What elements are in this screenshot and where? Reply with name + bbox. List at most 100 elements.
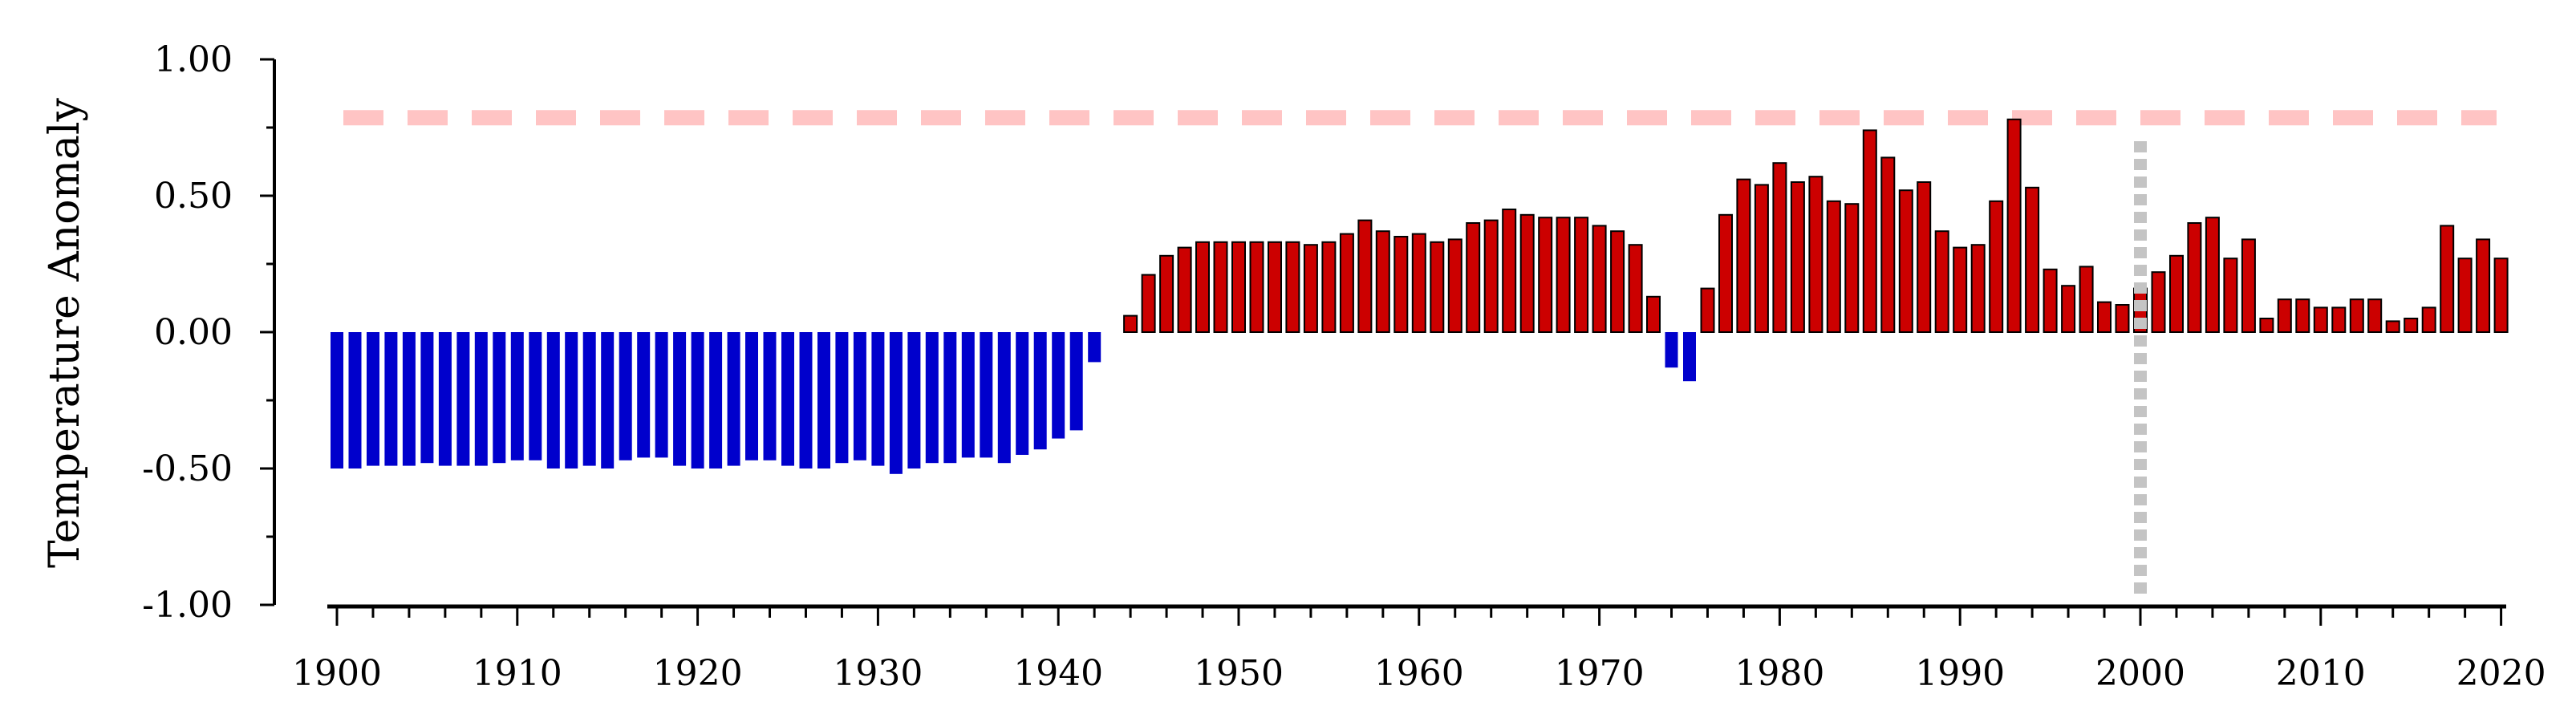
bar-1986	[1880, 156, 1896, 333]
bar-1910	[510, 332, 524, 460]
bar-1918	[655, 332, 668, 458]
bar-1953	[1285, 241, 1300, 333]
bar-1906	[438, 332, 452, 466]
bar-2020	[2493, 258, 2509, 334]
bar-1905	[420, 332, 434, 464]
bar-1981	[1790, 181, 1805, 333]
bar-1965	[1502, 209, 1517, 333]
bar-1908	[474, 332, 488, 466]
bar-1945	[1141, 274, 1156, 334]
bar-1902	[367, 332, 379, 466]
bar-1930	[871, 332, 885, 466]
bar-2013	[2367, 298, 2383, 334]
bar-2018	[2457, 258, 2473, 334]
bar-1914	[582, 332, 596, 466]
bar-2008	[2277, 298, 2292, 334]
bar-1993	[2006, 118, 2022, 334]
bar-2004	[2205, 217, 2220, 334]
bar-2009	[2295, 298, 2310, 334]
bar-1984	[1844, 203, 1860, 333]
x-tick-label: 1980	[1734, 653, 1824, 694]
x-tick-label: 1930	[833, 653, 923, 694]
x-tick-label: 1910	[473, 653, 562, 694]
bar-1912	[546, 332, 560, 468]
bar-1967	[1538, 217, 1553, 334]
bar-1901	[348, 332, 362, 468]
bar-1963	[1466, 222, 1481, 333]
bar-1947	[1177, 246, 1192, 334]
bar-1924	[763, 332, 777, 460]
bar-1903	[384, 332, 398, 466]
bar-1900	[331, 332, 343, 468]
x-tick-label: 1900	[292, 653, 382, 694]
bar-1935	[961, 332, 975, 458]
bar-1974	[1665, 332, 1678, 368]
bar-1983	[1826, 200, 1841, 333]
bar-1923	[745, 332, 758, 460]
y-tick-label: 0.00	[154, 312, 233, 353]
y-tick-label: 0.50	[154, 176, 233, 217]
bar-1932	[907, 332, 921, 468]
bar-1941	[1069, 332, 1083, 431]
bar-1949	[1213, 241, 1228, 333]
bar-1904	[402, 332, 416, 466]
bar-1972	[1628, 244, 1643, 334]
bar-1994	[2025, 186, 2040, 333]
bar-2014	[2385, 320, 2400, 333]
bar-1946	[1159, 254, 1174, 333]
bar-2019	[2476, 238, 2491, 333]
bar-1934	[943, 332, 957, 464]
bar-1997	[2079, 266, 2094, 333]
x-tick-label: 2000	[2095, 653, 2185, 694]
bar-2015	[2404, 318, 2419, 333]
bar-1921	[709, 332, 723, 468]
bar-1952	[1268, 241, 1282, 333]
x-tick-label: 1920	[653, 653, 743, 694]
bar-1961	[1430, 241, 1445, 333]
bar-1958	[1375, 230, 1390, 334]
bar-1916	[619, 332, 632, 460]
bar-1913	[565, 332, 578, 468]
bar-1990	[1953, 246, 1968, 334]
bar-1962	[1447, 238, 1462, 333]
bar-2001	[2151, 271, 2166, 334]
bar-1920	[691, 332, 704, 468]
bar-1959	[1393, 236, 1409, 333]
bar-1944	[1123, 314, 1138, 334]
bar-1926	[799, 332, 813, 468]
bar-1976	[1700, 287, 1715, 334]
bar-1992	[1989, 200, 2004, 333]
bar-1909	[493, 332, 506, 464]
bar-1998	[2097, 301, 2112, 334]
bar-1956	[1339, 233, 1354, 334]
bar-1978	[1736, 178, 1751, 333]
bar-1922	[727, 332, 740, 466]
bar-1999	[2115, 304, 2130, 333]
bar-1940	[1052, 332, 1065, 439]
bar-1989	[1934, 230, 1949, 334]
bar-1970	[1592, 225, 1607, 333]
bar-1939	[1033, 332, 1047, 450]
bar-1919	[673, 332, 687, 466]
bar-1948	[1195, 241, 1210, 333]
bar-1988	[1917, 181, 1932, 333]
y-ticks: -1.00 -0.50 0.00 0.50 1.00	[142, 39, 274, 626]
y-tick-label: 1.00	[154, 39, 233, 80]
x-tick-label: 2020	[2456, 653, 2546, 694]
x-tick-label: 1990	[1915, 653, 2005, 694]
y-tick-label: -0.50	[142, 448, 233, 489]
bar-1964	[1483, 219, 1499, 333]
bar-1954	[1303, 244, 1318, 334]
x-tick-label: 2010	[2276, 653, 2366, 694]
bar-1911	[529, 332, 542, 460]
bar-2012	[2349, 298, 2364, 334]
bar-2011	[2331, 306, 2347, 333]
bar-2006	[2241, 238, 2256, 333]
bar-1929	[853, 332, 866, 460]
bar-2003	[2187, 222, 2202, 333]
bar-1996	[2061, 285, 2076, 334]
bar-2005	[2223, 258, 2238, 334]
bar-1925	[781, 332, 794, 466]
bar-1928	[835, 332, 849, 464]
bar-2002	[2169, 254, 2184, 333]
